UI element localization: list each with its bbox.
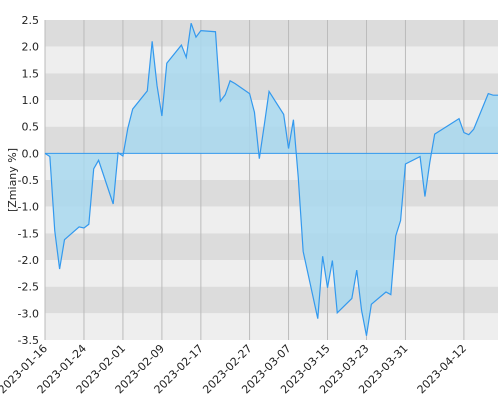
y-axis-tick-labels: 2.5 2.0 1.5 1.0 0.5 0.0 -0.5 -1.0 -1.5 -2.0 -2.5 -3… (18, 14, 39, 347)
plot-band (45, 180, 498, 207)
y-tick-label: -1.0 (18, 201, 39, 214)
y-tick-label: 0.0 (22, 147, 40, 160)
series-area (44, 23, 498, 336)
y-tick-label: -3.0 (18, 307, 39, 320)
y-tick-label: -1.5 (18, 227, 39, 240)
y-tick-label: 2.5 (22, 14, 40, 27)
plot-band (45, 313, 498, 340)
x-tick-label: 2023-04-12 (415, 342, 469, 396)
plot-band (45, 46, 498, 74)
y-tick-label: -3.5 (18, 334, 39, 347)
x-axis-tick-labels: 2023-01-162023-01-242023-02-012023-02-09… (0, 342, 469, 396)
series-line (44, 23, 498, 336)
y-tick-label: -2.0 (18, 254, 39, 267)
y-tick-label: -2.5 (18, 281, 39, 294)
y-axis-title: [Zmiany %] (6, 148, 19, 212)
y-tick-label: 2.0 (22, 41, 40, 54)
plot-band (45, 20, 498, 47)
series-area-fill (45, 23, 498, 336)
y-tick-label: 1.5 (22, 67, 40, 80)
plot-band (45, 260, 498, 287)
y-tick-label: -0.5 (18, 174, 39, 187)
y-tick-label: 0.5 (22, 121, 40, 134)
plot-band (45, 233, 498, 260)
plot-band (45, 286, 498, 314)
y-tick-label: 1.0 (22, 94, 40, 107)
plot-band (45, 206, 498, 234)
